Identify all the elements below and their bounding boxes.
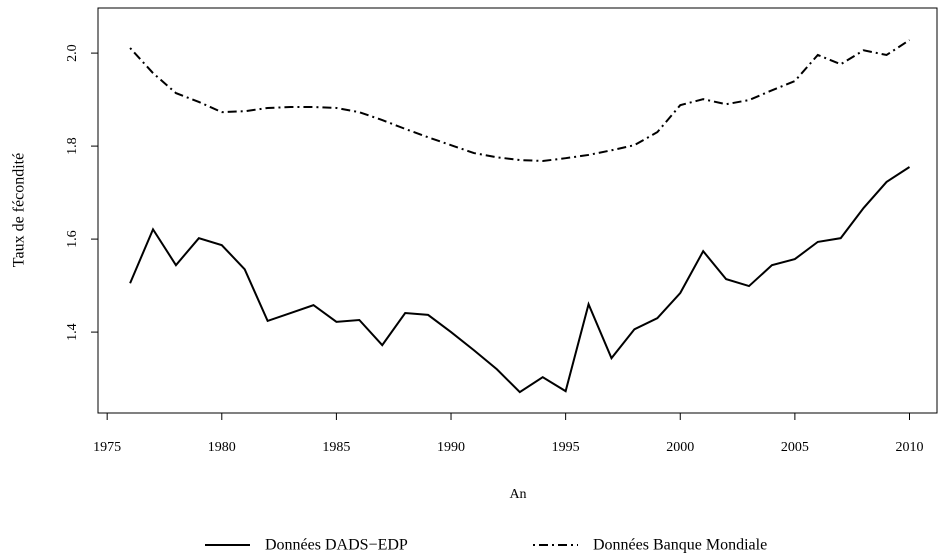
- series-line: [129, 39, 911, 162]
- x-tick-label: 1990: [437, 440, 465, 455]
- y-tick-label: 1.8: [65, 137, 80, 155]
- plot-frame: [97, 7, 938, 414]
- x-tick-label: 1975: [93, 440, 121, 455]
- x-tick-label: 1995: [552, 440, 580, 455]
- x-tick-label: 1985: [322, 440, 350, 455]
- y-tick-label: 2.0: [65, 44, 80, 62]
- y-tick-label: 1.6: [65, 230, 80, 248]
- x-tick-label: 2005: [781, 440, 809, 455]
- x-tick-label: 2000: [666, 440, 694, 455]
- legend-label: Données Banque Mondiale: [593, 537, 767, 554]
- x-axis-title: An: [509, 487, 526, 502]
- y-axis-title: Taux de fécondité: [11, 153, 28, 267]
- legend-label: Données DADS−EDP: [265, 537, 408, 554]
- x-tick-label: 1980: [208, 440, 236, 455]
- series-line: [129, 166, 911, 394]
- x-tick-label: 2010: [895, 440, 923, 455]
- y-tick-label: 1.4: [65, 323, 80, 341]
